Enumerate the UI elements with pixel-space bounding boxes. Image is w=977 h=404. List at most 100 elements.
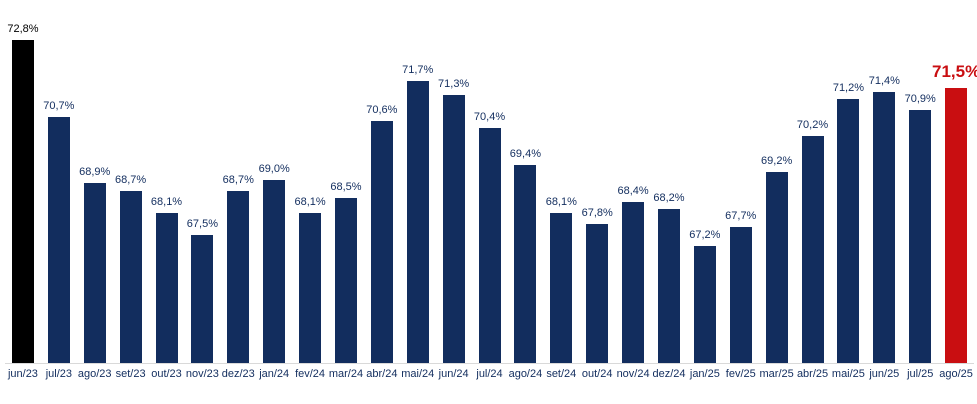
value-label: 70,7%: [43, 100, 75, 112]
x-tick-label: out/24: [581, 368, 613, 380]
value-label: 69,4%: [509, 148, 542, 160]
x-tick-label: mai/25: [831, 368, 865, 380]
bar: [334, 198, 357, 363]
x-tick-label: jun/25: [869, 368, 900, 380]
value-label: 70,4%: [473, 111, 506, 123]
x-tick-label: out/23: [151, 368, 182, 380]
value-label: 71,3%: [438, 78, 470, 90]
bar: [119, 191, 142, 363]
value-label: 69,2%: [761, 155, 793, 167]
bar-column: 68,1%: [543, 0, 579, 363]
bar: [155, 213, 178, 363]
bar-column: 72,8%: [5, 0, 41, 363]
x-tick-label: mar/25: [759, 368, 794, 380]
x-axis: jun/23 jul/23 ago/23 set/23 out/23 nov/23 dez/…: [5, 368, 974, 381]
value-label: 68,1%: [545, 196, 577, 208]
bar: [657, 209, 680, 363]
x-tick-label: nov/23: [185, 368, 219, 380]
value-label: 71,2%: [832, 82, 865, 94]
value-label: 69,0%: [258, 163, 290, 175]
x-tick-label: fev/24: [295, 368, 326, 380]
bar-column: 68,2%: [651, 0, 687, 363]
bar-column: 70,4%: [472, 0, 508, 363]
bar: [263, 180, 286, 363]
bar: [945, 88, 968, 363]
bar-column: 67,7%: [723, 0, 759, 363]
value-label: 68,7%: [115, 174, 147, 186]
bar: [765, 172, 788, 363]
bar: [370, 121, 393, 363]
bar-column: 68,9%: [77, 0, 113, 363]
x-tick-label: set/23: [115, 368, 146, 380]
bar: [622, 202, 645, 363]
value-label: 70,6%: [366, 104, 398, 116]
bar-column: 71,5%: [932, 0, 977, 363]
value-label: 72,8%: [7, 23, 39, 35]
value-label: 67,8%: [581, 207, 613, 219]
value-label: 68,5%: [330, 181, 362, 193]
bar-column: 67,2%: [687, 0, 723, 363]
bar-column: 70,2%: [795, 0, 831, 363]
bar: [83, 183, 106, 363]
x-tick-label: mai/24: [401, 368, 435, 380]
bar-column: 71,3%: [436, 0, 472, 363]
x-tick-label: jun/24: [438, 368, 469, 380]
bar-column: 68,7%: [220, 0, 256, 363]
bar-column: 68,4%: [615, 0, 651, 363]
bar-column: 71,4%: [866, 0, 902, 363]
bar: [837, 99, 860, 363]
bar-column: 68,1%: [292, 0, 328, 363]
bar: [801, 136, 824, 363]
bar: [550, 213, 573, 363]
value-label: 71,5%: [931, 62, 977, 81]
bar: [11, 40, 34, 363]
value-label: 68,1%: [150, 196, 183, 208]
x-tick-label: ago/24: [508, 368, 543, 380]
value-label: 70,2%: [796, 119, 829, 131]
bar-column: 67,5%: [184, 0, 220, 363]
bar-column: 69,2%: [759, 0, 795, 363]
bar-column: 68,5%: [328, 0, 364, 363]
value-label: 70,9%: [904, 93, 936, 105]
bar-column: 70,9%: [902, 0, 938, 363]
bar: [299, 213, 322, 363]
plot-area: 72,8% 70,7% 68,9% 68,7% 68,1% 67,5% 68,7% 69,0%…: [5, 0, 977, 364]
value-label: 67,2%: [689, 229, 721, 241]
bar: [227, 191, 250, 363]
x-tick-label: nov/24: [616, 368, 650, 380]
x-tick-label: ago/25: [939, 368, 973, 380]
bar-column: 69,0%: [256, 0, 292, 363]
value-label: 68,1%: [294, 196, 326, 208]
x-tick-label: fev/25: [725, 368, 756, 380]
bar-column: 70,6%: [364, 0, 400, 363]
bar-column: 71,2%: [830, 0, 866, 363]
bar: [693, 246, 716, 363]
x-tick-label: abr/24: [366, 368, 398, 380]
x-tick-label: ago/23: [77, 368, 112, 380]
bar-column: 68,7%: [113, 0, 149, 363]
x-tick-label: jul/25: [907, 368, 934, 380]
bar: [47, 117, 70, 363]
value-label: 68,2%: [653, 192, 685, 204]
bar-column: 68,1%: [149, 0, 185, 363]
x-tick-label: dez/24: [652, 368, 686, 380]
x-tick-label: mar/24: [328, 368, 364, 380]
x-tick-label: abr/25: [796, 368, 829, 380]
x-tick-label: jul/23: [45, 368, 72, 380]
bar: [873, 92, 896, 363]
x-tick-label: set/24: [546, 368, 577, 380]
value-label: 68,4%: [617, 185, 649, 197]
bar: [478, 128, 501, 363]
bar-column: 71,7%: [400, 0, 436, 363]
bar: [514, 165, 537, 363]
x-tick-label: jan/25: [689, 368, 720, 380]
bar: [406, 81, 429, 363]
value-label: 67,5%: [186, 218, 218, 230]
x-tick-label: dez/23: [221, 368, 255, 380]
bar: [586, 224, 609, 363]
bar: [909, 110, 932, 363]
bar: [191, 235, 214, 363]
bar-column: 69,4%: [507, 0, 543, 363]
value-label: 68,9%: [79, 166, 111, 178]
